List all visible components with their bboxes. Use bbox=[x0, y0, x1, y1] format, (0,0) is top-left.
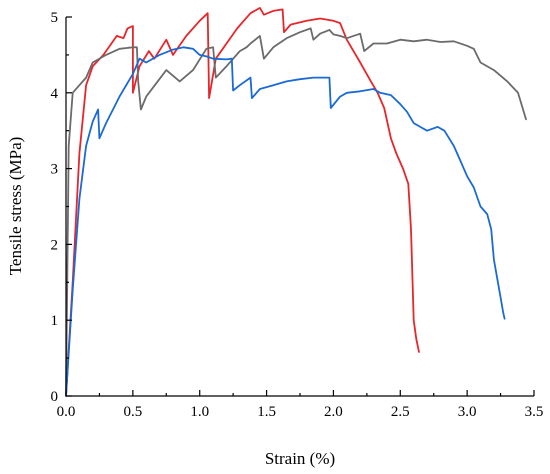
series-line-3 bbox=[65, 46, 506, 397]
y-tick-label: 5 bbox=[51, 10, 59, 26]
x-tick-label: 0.0 bbox=[57, 404, 76, 420]
y-axis-ticks: 0 1 2 3 4 5 bbox=[51, 10, 72, 405]
y-tick-label: 0 bbox=[51, 389, 59, 405]
plot-area: 0.0 0.5 1.0 1.5 2.0 2.5 3.0 3.5 0 1 2 3 4 5 bbox=[51, 7, 544, 420]
y-axis-title: Tensile stress (MPa) bbox=[6, 137, 25, 276]
series-layer bbox=[65, 7, 527, 397]
x-axis-title: Strain (%) bbox=[265, 449, 335, 468]
series-line-2 bbox=[65, 27, 527, 397]
y-tick-label: 2 bbox=[51, 237, 59, 253]
x-axis-ticks: 0.0 0.5 1.0 1.5 2.0 2.5 3.0 3.5 bbox=[57, 390, 544, 420]
x-tick-label: 3.0 bbox=[458, 404, 477, 420]
y-tick-label: 1 bbox=[51, 313, 59, 329]
x-tick-label: 1.0 bbox=[190, 404, 209, 420]
y-tick-label: 4 bbox=[51, 86, 59, 102]
y-tick-label: 3 bbox=[51, 162, 59, 178]
series-line-1 bbox=[65, 7, 420, 397]
x-tick-label: 0.5 bbox=[123, 404, 142, 420]
x-tick-label: 3.5 bbox=[525, 404, 544, 420]
x-tick-label: 1.5 bbox=[257, 404, 276, 420]
x-tick-label: 2.0 bbox=[324, 404, 343, 420]
x-tick-label: 2.5 bbox=[391, 404, 410, 420]
